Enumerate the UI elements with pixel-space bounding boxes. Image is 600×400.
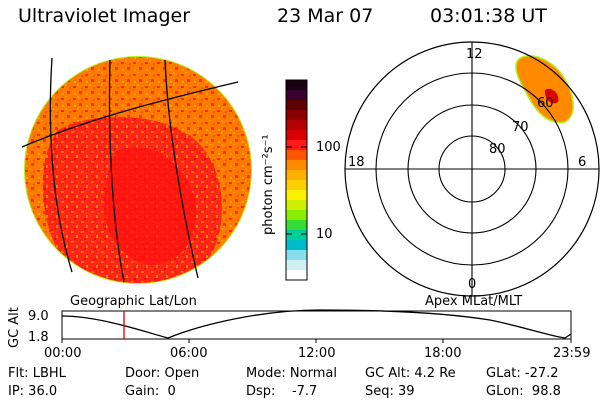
colorbar-segment [286,150,307,161]
xtick-0600: 06:00 [170,346,208,361]
colorbar-segment [286,220,307,231]
ip-info: IP: 36.0 [8,384,58,399]
date-label: 23 Mar 07 [277,5,374,27]
colorbar-segment [286,160,307,171]
mlt-18-label: 18 [348,155,365,170]
colorbar-segment [286,80,307,91]
colorbar-segment [286,240,307,251]
altitude-ytick-min: 1.8 [28,330,49,345]
colorbar-segment [286,180,307,191]
polar-plot [344,41,600,297]
xtick-0000: 00:00 [44,346,82,361]
latitude-line [21,81,239,148]
mode-info: Mode: Normal [246,366,337,381]
colorbar [285,79,308,281]
xtick-1800: 18:00 [424,346,462,361]
colorbar-segment [286,270,307,281]
colorbar-segment [286,250,307,261]
mlt-6-label: 6 [578,155,587,170]
glat-info: GLat: -27.2 [486,366,559,381]
colorbar-segment [286,120,307,131]
xtick-2359: 23:59 [553,346,591,361]
longitude-line [108,59,125,283]
time-label: 03:01:38 UT [430,5,547,27]
colorbar-segment [286,170,307,181]
mlat-70-label: 70 [512,120,529,135]
door-info: Door: Open [125,366,200,381]
glon-info: GLon: 98.8 [486,384,561,399]
colorbar-segment [286,110,307,121]
colorbar-tick-10: 10 [316,227,333,242]
longitude-line [49,57,73,273]
colorbar-segment [286,200,307,211]
flt-info: Flt: LBHL [8,366,66,381]
gc-alt-info: GC Alt: 4.2 Re [365,366,456,381]
mlt-0-label: 0 [468,277,477,292]
seq-info: Seq: 39 [365,384,415,399]
colorbar-segment [286,190,307,201]
colorbar-tick-100: 100 [316,140,341,155]
colorbar-segment [286,90,307,101]
colorbar-segment [286,100,307,111]
mlt-12-label: 12 [466,47,483,62]
geographic-caption: Geographic Lat/Lon [70,294,197,309]
altitude-ylabel: GC Alt [7,307,22,348]
colorbar-segment [286,210,307,221]
mlat-60-label: 60 [537,96,554,111]
dsp-info: Dsp: -7.7 [246,384,318,399]
geographic-disk [21,56,252,284]
xtick-1200: 12:00 [298,346,336,361]
colorbar-segment [286,230,307,241]
colorbar-segment [286,260,307,271]
instrument-title: Ultraviolet Imager [18,5,191,27]
mlat-80-label: 80 [489,142,506,157]
colorbar-segment [286,130,307,141]
gain-info: Gain: 0 [125,384,176,399]
apex-caption: Apex MLat/MLT [425,294,523,309]
altitude-ytick-max: 9.0 [28,309,49,324]
longitude-line [164,59,199,279]
colorbar-segment [286,140,307,151]
altitude-plot [61,309,572,343]
colorbar-unit-label: photon cm⁻²s⁻¹ [261,134,276,235]
